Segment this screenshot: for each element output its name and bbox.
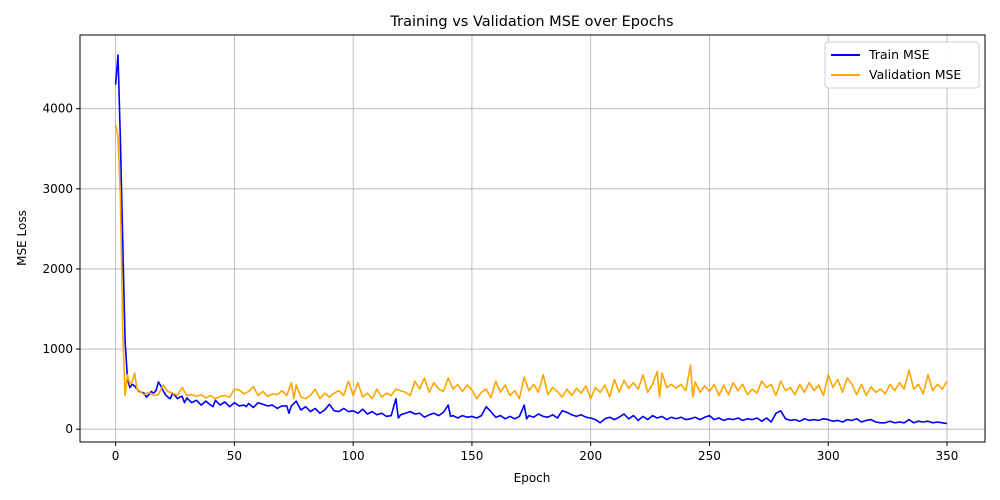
- y-axis: 0 1000 2000 3000 4000: [42, 102, 80, 436]
- x-tick-label: 350: [936, 449, 959, 463]
- series-layer: [114, 54, 948, 425]
- plot-frame: [79, 34, 986, 443]
- grid: [80, 35, 985, 442]
- chart-title: Training vs Validation MSE over Epochs: [389, 14, 673, 30]
- x-tick-label: 150: [460, 449, 483, 463]
- y-tick-label: 2000: [42, 262, 73, 276]
- x-tick-label: 200: [579, 449, 602, 463]
- series-line-train: [114, 54, 948, 425]
- y-axis-label: MSE Loss: [15, 210, 29, 266]
- x-axis: 0 50 100 150 200 250 300 350: [112, 442, 959, 463]
- x-tick-label: 0: [112, 449, 120, 463]
- x-tick-label: 100: [342, 449, 365, 463]
- legend-label-train: Train MSE: [868, 47, 930, 62]
- y-tick-label: 4000: [42, 102, 73, 116]
- legend-label-validation: Validation MSE: [869, 67, 961, 82]
- legend: Train MSE Validation MSE: [824, 41, 980, 89]
- x-axis-label: Epoch: [514, 471, 551, 485]
- series-line-validation: [114, 124, 948, 400]
- x-tick-label: 250: [698, 449, 721, 463]
- y-tick-label: 0: [65, 422, 73, 436]
- y-tick-label: 3000: [42, 182, 73, 196]
- legend-box: [824, 41, 980, 89]
- x-tick-label: 50: [227, 449, 242, 463]
- y-tick-label: 1000: [42, 342, 73, 356]
- x-tick-label: 300: [817, 449, 840, 463]
